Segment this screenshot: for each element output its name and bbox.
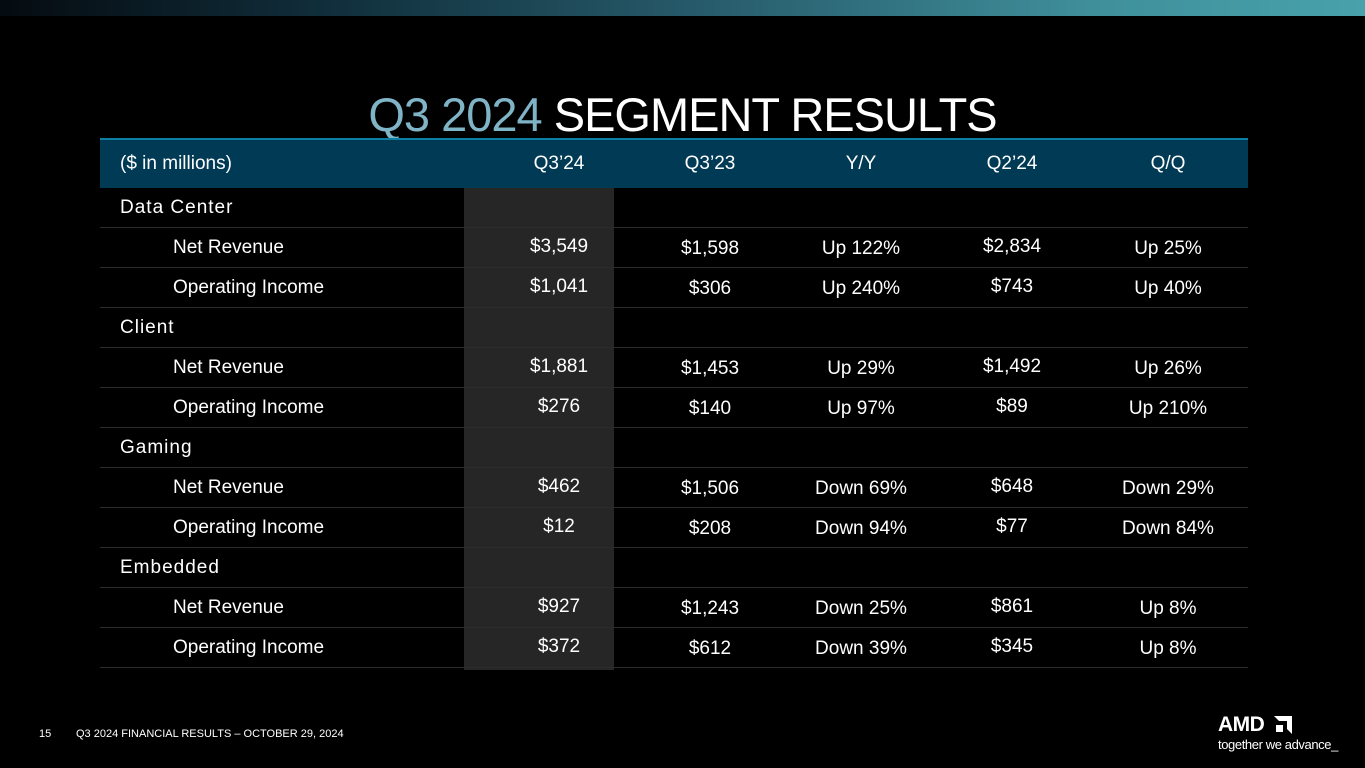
- cell-qq: Up 8%: [1088, 628, 1248, 669]
- metric-label: Operating Income: [100, 627, 484, 668]
- metric-label: Operating Income: [100, 267, 484, 308]
- logo-tagline: together we advance_: [1218, 737, 1338, 752]
- table-row: Net Revenue $1,881 $1,453 Up 29% $1,492 …: [100, 346, 1248, 389]
- cell-yy: Up 240%: [786, 268, 936, 309]
- segment-row-data-center: Data Center: [100, 188, 1248, 228]
- cell-q3-24: $276: [484, 386, 634, 427]
- table-row: Net Revenue $927 $1,243 Down 25% $861 Up…: [100, 586, 1248, 629]
- segment-row-client: Client: [100, 307, 1248, 348]
- cell-yy: Down 94%: [786, 508, 936, 549]
- cell-qq: Up 8%: [1088, 588, 1248, 629]
- amd-logo: AMD together we advance_: [1218, 713, 1338, 754]
- cell-q3-23: $140: [634, 388, 786, 429]
- cell-q2-24: $345: [936, 626, 1088, 667]
- cell-q3-24: $372: [484, 626, 634, 667]
- metric-label: Operating Income: [100, 387, 484, 428]
- page-number: 15: [39, 728, 52, 740]
- cell-q3-23: $1,453: [634, 348, 786, 389]
- logo-wordmark: AMD: [1218, 713, 1265, 736]
- cell-yy: Up 122%: [786, 228, 936, 269]
- segment-row-embedded: Embedded: [100, 547, 1248, 588]
- cell-yy: Down 69%: [786, 468, 936, 509]
- header-units: ($ in millions): [120, 153, 232, 174]
- cell-qq: Down 84%: [1088, 508, 1248, 549]
- table-row: Operating Income $12 $208 Down 94% $77 D…: [100, 506, 1248, 549]
- segment-name: Data Center: [100, 188, 484, 228]
- cell-qq: Down 29%: [1088, 468, 1248, 509]
- segment-row-gaming: Gaming: [100, 427, 1248, 468]
- cell-qq: Up 40%: [1088, 268, 1248, 309]
- footer-text: Q3 2024 FINANCIAL RESULTS – OCTOBER 29, …: [76, 728, 344, 740]
- title-accent: Q3 2024: [368, 88, 542, 142]
- header-qq: Q/Q: [1150, 153, 1186, 174]
- cell-q2-24: $648: [936, 466, 1088, 507]
- table-row: Operating Income $372 $612 Down 39% $345…: [100, 626, 1248, 669]
- table-header-row: ($ in millions) Q3’24 Q3’23 Y/Y Q2’24 Q/…: [100, 139, 1248, 188]
- header-q2-24: Q2’24: [986, 153, 1038, 174]
- cell-q2-24: $2,834: [936, 226, 1088, 267]
- metric-label: Net Revenue: [100, 347, 484, 388]
- cell-yy: Up 97%: [786, 388, 936, 429]
- cell-q3-23: $208: [634, 508, 786, 549]
- segment-results-table-container: ($ in millions) Q3’24 Q3’23 Y/Y Q2’24 Q/…: [100, 138, 1248, 670]
- cell-q3-24: $12: [484, 506, 634, 547]
- table-row: Operating Income $276 $140 Up 97% $89 Up…: [100, 386, 1248, 429]
- cell-q3-23: $306: [634, 268, 786, 309]
- segment-name: Client: [100, 307, 484, 348]
- cell-q2-24: $89: [936, 386, 1088, 427]
- amd-arrow-icon: [1274, 716, 1292, 734]
- cell-q2-24: $77: [936, 506, 1088, 547]
- top-gradient-bar: [0, 0, 1365, 16]
- page-title: Q3 2024 SEGMENT RESULTS: [0, 87, 1365, 143]
- title-main: SEGMENT RESULTS: [553, 88, 998, 142]
- header-q3-23: Q3’23: [684, 153, 736, 174]
- table-row: Net Revenue $462 $1,506 Down 69% $648 Do…: [100, 466, 1248, 509]
- cell-yy: Down 39%: [786, 628, 936, 669]
- cell-qq: Up 25%: [1088, 228, 1248, 269]
- cell-q3-24: $1,881: [484, 346, 634, 387]
- header-yy: Y/Y: [845, 153, 877, 174]
- cell-yy: Up 29%: [786, 348, 936, 389]
- cell-qq: Up 210%: [1088, 388, 1248, 429]
- segment-name: Embedded: [100, 547, 484, 588]
- table-row: Operating Income $1,041 $306 Up 240% $74…: [100, 266, 1248, 309]
- table-row: Net Revenue $3,549 $1,598 Up 122% $2,834…: [100, 226, 1248, 269]
- cell-q3-24: $3,549: [484, 226, 634, 267]
- cell-q2-24: $861: [936, 586, 1088, 627]
- metric-label: Operating Income: [100, 507, 484, 548]
- metric-label: Net Revenue: [100, 227, 484, 268]
- segment-results-table: ($ in millions) Q3’24 Q3’23 Y/Y Q2’24 Q/…: [100, 138, 1248, 669]
- cell-q3-24: $927: [484, 586, 634, 627]
- metric-label: Net Revenue: [100, 587, 484, 628]
- cell-q3-23: $1,598: [634, 228, 786, 269]
- cell-q3-23: $1,506: [634, 468, 786, 509]
- cell-q3-23: $1,243: [634, 588, 786, 629]
- cell-yy: Down 25%: [786, 588, 936, 629]
- cell-q3-24: $1,041: [484, 266, 634, 307]
- metric-label: Net Revenue: [100, 467, 484, 508]
- cell-q3-24: $462: [484, 466, 634, 507]
- header-q3-24: Q3’24: [533, 153, 585, 174]
- cell-q3-23: $612: [634, 628, 786, 669]
- cell-qq: Up 26%: [1088, 348, 1248, 389]
- cell-q2-24: $743: [936, 266, 1088, 307]
- segment-name: Gaming: [100, 427, 484, 468]
- cell-q2-24: $1,492: [936, 346, 1088, 387]
